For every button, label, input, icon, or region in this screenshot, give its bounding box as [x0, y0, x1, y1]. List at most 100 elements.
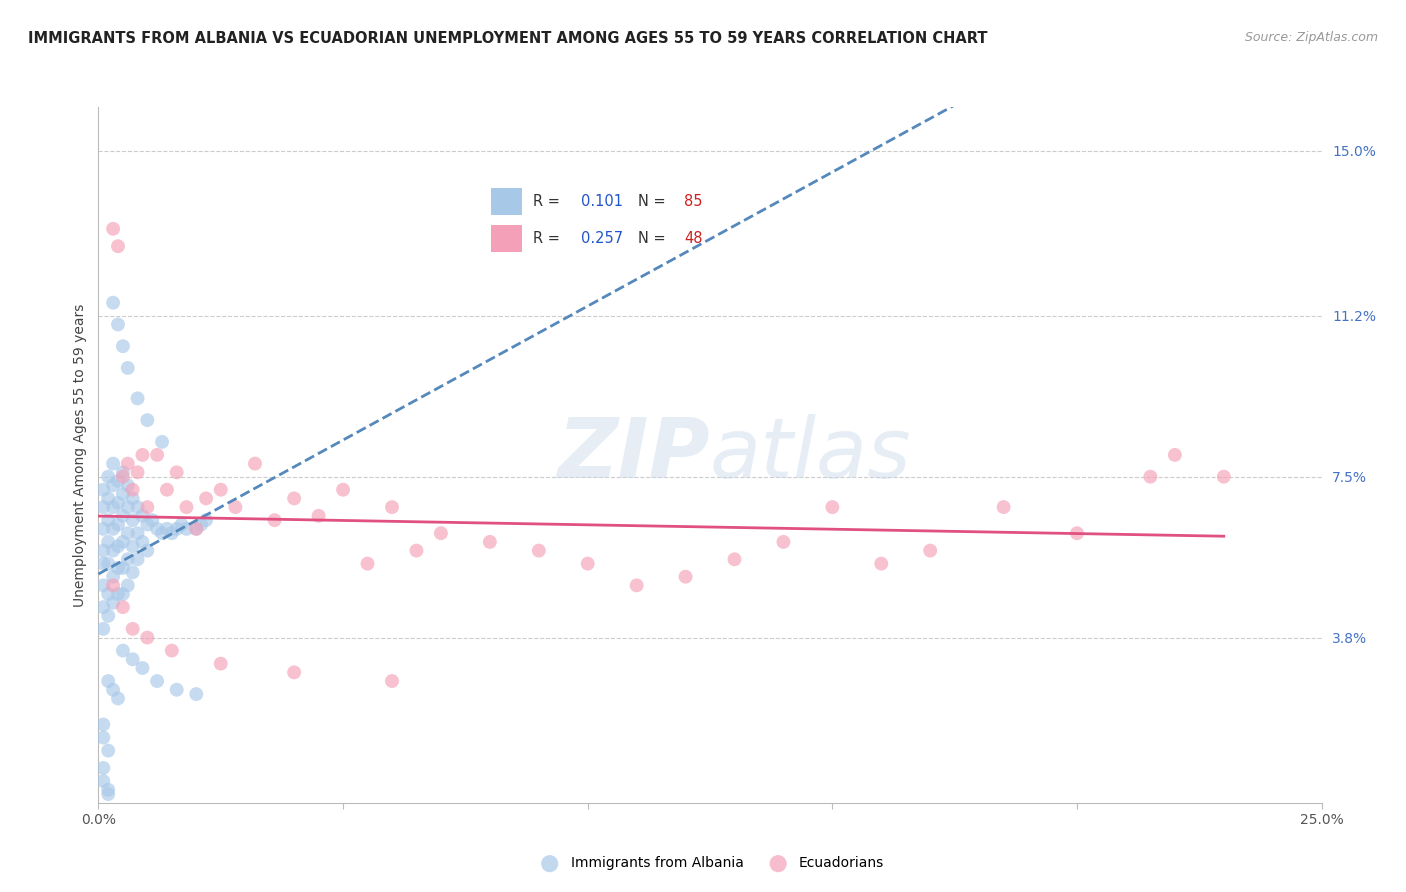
Point — [91, 600, 114, 615]
Text: N =: N = — [638, 194, 671, 210]
Point — [127, 526, 149, 541]
Point — [478, 535, 501, 549]
Point — [308, 508, 330, 523]
Point — [170, 517, 193, 532]
Point — [91, 543, 114, 558]
Point — [576, 557, 599, 571]
Point — [101, 578, 124, 592]
Point — [107, 474, 129, 488]
Point — [186, 687, 208, 701]
Point — [150, 434, 173, 449]
FancyBboxPatch shape — [492, 188, 522, 215]
Legend: Immigrants from Albania, Ecuadorians: Immigrants from Albania, Ecuadorians — [530, 851, 890, 876]
Point — [111, 643, 134, 657]
Point — [107, 239, 129, 253]
Point — [772, 535, 794, 549]
Point — [91, 717, 114, 731]
Point — [101, 596, 124, 610]
Point — [1212, 469, 1234, 483]
Point — [160, 643, 183, 657]
Point — [111, 487, 134, 501]
Point — [156, 483, 179, 497]
Point — [101, 500, 124, 514]
Text: R =: R = — [533, 194, 564, 210]
Point — [97, 491, 120, 506]
Point — [101, 457, 124, 471]
Point — [97, 744, 120, 758]
Point — [209, 657, 232, 671]
Point — [91, 500, 114, 514]
Point — [186, 522, 208, 536]
Point — [111, 561, 134, 575]
Point — [101, 478, 124, 492]
Point — [821, 500, 844, 514]
Text: 0.257: 0.257 — [581, 231, 623, 246]
Point — [111, 469, 134, 483]
Point — [97, 608, 120, 623]
Point — [117, 478, 139, 492]
Point — [111, 466, 134, 480]
Point — [121, 483, 143, 497]
Point — [195, 491, 218, 506]
Text: atlas: atlas — [710, 415, 911, 495]
Point — [283, 491, 305, 506]
Text: 85: 85 — [685, 194, 703, 210]
Point — [117, 526, 139, 541]
Point — [117, 500, 139, 514]
Point — [136, 543, 159, 558]
Point — [91, 622, 114, 636]
Point — [121, 491, 143, 506]
Point — [91, 578, 114, 592]
Point — [186, 522, 208, 536]
Point — [91, 774, 114, 789]
Point — [527, 543, 550, 558]
Point — [121, 539, 143, 553]
Point — [117, 552, 139, 566]
Point — [107, 539, 129, 553]
Point — [97, 787, 120, 801]
Point — [107, 561, 129, 575]
Point — [127, 392, 149, 406]
Point — [107, 587, 129, 601]
Point — [117, 457, 139, 471]
Point — [626, 578, 648, 592]
Point — [131, 661, 153, 675]
Point — [127, 500, 149, 514]
Point — [166, 466, 188, 480]
Point — [283, 665, 305, 680]
Text: IMMIGRANTS FROM ALBANIA VS ECUADORIAN UNEMPLOYMENT AMONG AGES 55 TO 59 YEARS COR: IMMIGRANTS FROM ALBANIA VS ECUADORIAN UN… — [28, 31, 987, 46]
Point — [332, 483, 354, 497]
Point — [136, 631, 159, 645]
Point — [101, 295, 124, 310]
Point — [117, 578, 139, 592]
FancyBboxPatch shape — [492, 225, 522, 252]
Point — [97, 469, 120, 483]
Text: ZIP: ZIP — [557, 415, 710, 495]
Point — [176, 522, 198, 536]
Point — [97, 782, 120, 797]
Point — [111, 535, 134, 549]
Point — [176, 500, 198, 514]
Text: N =: N = — [638, 231, 671, 246]
Point — [91, 522, 114, 536]
Point — [675, 570, 697, 584]
Point — [1066, 526, 1088, 541]
Point — [381, 500, 404, 514]
Point — [101, 221, 124, 235]
Point — [101, 543, 124, 558]
Point — [121, 622, 143, 636]
Point — [405, 543, 427, 558]
Point — [97, 587, 120, 601]
Point — [121, 566, 143, 580]
Text: 48: 48 — [685, 231, 703, 246]
Point — [136, 413, 159, 427]
Point — [209, 483, 232, 497]
Point — [107, 318, 129, 332]
Point — [723, 552, 745, 566]
Point — [870, 557, 893, 571]
Point — [190, 517, 212, 532]
Point — [1139, 469, 1161, 483]
Point — [121, 652, 143, 666]
Point — [127, 552, 149, 566]
Point — [111, 339, 134, 353]
